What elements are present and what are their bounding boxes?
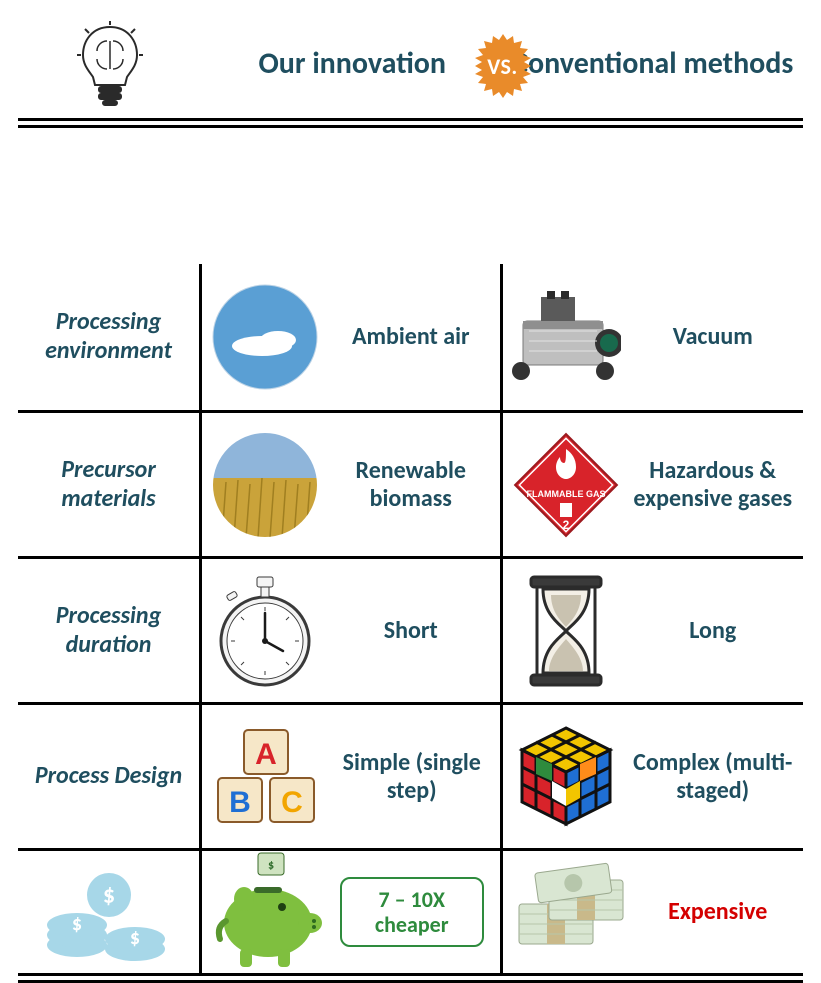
row-label-text: Processing environment <box>26 308 191 366</box>
piggy-bank-icon: $ <box>210 857 330 967</box>
row-label-text: Process Design <box>35 762 182 791</box>
conventional-cell: Complex (multi-staged) <box>503 702 804 848</box>
conventional-value: Complex (multi-staged) <box>631 749 796 804</box>
sky-circle-icon <box>210 282 320 392</box>
footer-double-rule <box>18 973 803 983</box>
stopwatch-icon <box>210 576 320 686</box>
flammable-diamond-icon: FLAMMABLE GAS 2 <box>511 430 621 540</box>
hazmat-text: FLAMMABLE GAS <box>526 489 605 499</box>
row-label-text: Precursor materials <box>26 456 191 514</box>
svg-text:B: B <box>229 786 251 819</box>
header-icon-cell <box>18 10 202 118</box>
svg-text:C: C <box>281 786 303 819</box>
svg-text:A: A <box>255 738 277 771</box>
svg-text:$: $ <box>102 881 114 910</box>
wheat-field-icon <box>210 430 320 540</box>
rubiks-cube-icon <box>511 722 621 832</box>
cash-stacks-icon <box>511 857 631 967</box>
vacuum-pump-icon <box>511 282 621 392</box>
hazmat-class: 2 <box>562 518 569 532</box>
innovation-cell: Short <box>202 556 503 702</box>
conventional-cell: Expensive <box>503 848 804 973</box>
conventional-cell: Long <box>503 556 804 702</box>
header-conventional-title: Conventional methods <box>512 47 793 82</box>
innovation-value: Ambient air <box>330 323 492 351</box>
innovation-cell: Ambient air <box>202 264 503 410</box>
svg-text:$: $ <box>129 926 139 950</box>
vs-label: VS. <box>487 53 518 80</box>
svg-text:$: $ <box>71 912 81 936</box>
hourglass-icon <box>511 576 621 686</box>
header-double-rule <box>18 118 803 128</box>
vs-badge: VS. <box>469 32 537 100</box>
row-label: Processing environment <box>18 264 202 410</box>
header-innovation: Our innovation VS. <box>202 10 503 118</box>
lightbulb-brain-icon <box>75 21 145 107</box>
conventional-value: Expensive <box>641 898 796 926</box>
innovation-value: Simple (single step) <box>332 749 492 804</box>
svg-text:$: $ <box>268 859 274 873</box>
innovation-value: Renewable biomass <box>330 457 492 512</box>
abc-blocks-icon: A B C <box>210 722 322 832</box>
comparison-table: Our innovation VS. Conventional methods … <box>18 10 803 983</box>
innovation-value: Short <box>330 617 492 645</box>
coin-stack-icon: $ $ $ <box>39 857 179 967</box>
innovation-cell: Renewable biomass <box>202 410 503 556</box>
innovation-cell: A B C Simple (single step) <box>202 702 503 848</box>
conventional-value: Long <box>631 617 796 645</box>
conventional-value: Vacuum <box>631 323 796 351</box>
row-label: Process Design <box>18 702 202 848</box>
conventional-value: Hazardous & expensive gases <box>631 457 796 512</box>
row-label: Precursor materials <box>18 410 202 556</box>
header-conventional: Conventional methods <box>503 10 804 118</box>
innovation-value: 7 – 10X cheaper <box>340 877 484 948</box>
conventional-cell: Vacuum <box>503 264 804 410</box>
conventional-cell: FLAMMABLE GAS 2 Hazardous & expensive ga… <box>503 410 804 556</box>
header-innovation-title: Our innovation <box>258 47 446 82</box>
row-label-text: Processing duration <box>26 602 191 660</box>
innovation-cell: $ 7 – 10X cheaper <box>202 848 503 973</box>
row-label: Processing duration <box>18 556 202 702</box>
row-label-icon-cell: $ $ $ <box>18 848 202 973</box>
